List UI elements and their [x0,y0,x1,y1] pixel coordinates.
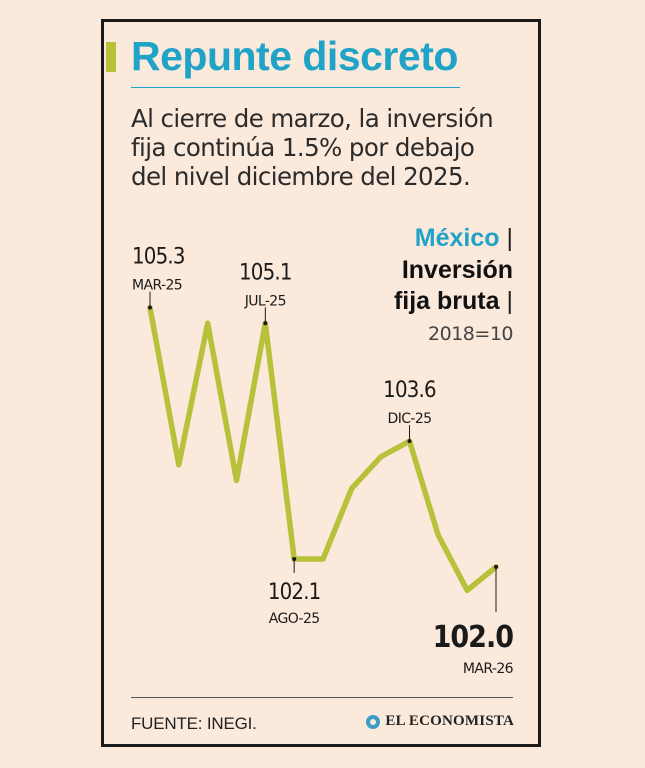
data-value-label: 103.6 [383,378,436,403]
date-label: DIC-25 [388,411,432,427]
legend-line-3: fija bruta | [394,286,513,317]
title-underline [131,87,460,88]
data-value-label: 105.1 [239,260,292,285]
date-label: AGO-25 [269,611,320,627]
brand-mark-icon [366,714,381,729]
date-label: MAR-26 [463,661,514,677]
date-label: MAR-25 [132,278,182,294]
footer-divider [131,697,513,698]
legend-line-1: México | [394,222,513,255]
source-note: FUENTE: INEGI. [131,714,257,733]
chart-title: Repunte discreto [131,33,458,79]
date-label: JUL-25 [244,293,286,309]
series-line [147,304,499,594]
legend-country: México [414,224,500,252]
data-value-label: 102.1 [268,580,321,605]
data-value-label: 105.3 [132,245,185,270]
series-legend: México | Inversión fija bruta | 2018=10 [394,222,514,351]
data-value-label: 102.0 [433,620,514,655]
legend-series-name: fija bruta [393,287,500,315]
legend-separator: | [506,224,514,252]
legend-base-year: 2018=10 [428,323,513,345]
chart-card [101,19,541,747]
title-accent-bar [106,42,116,72]
brand-name: EL ECONOMISTA [385,713,514,729]
legend-line-2: Inversión [401,256,513,284]
legend-separator-2: | [506,287,514,315]
chart-subtitle: Al cierre de marzo, la inversión fija co… [131,104,494,191]
brand-logo: EL ECONOMISTA [366,713,514,730]
